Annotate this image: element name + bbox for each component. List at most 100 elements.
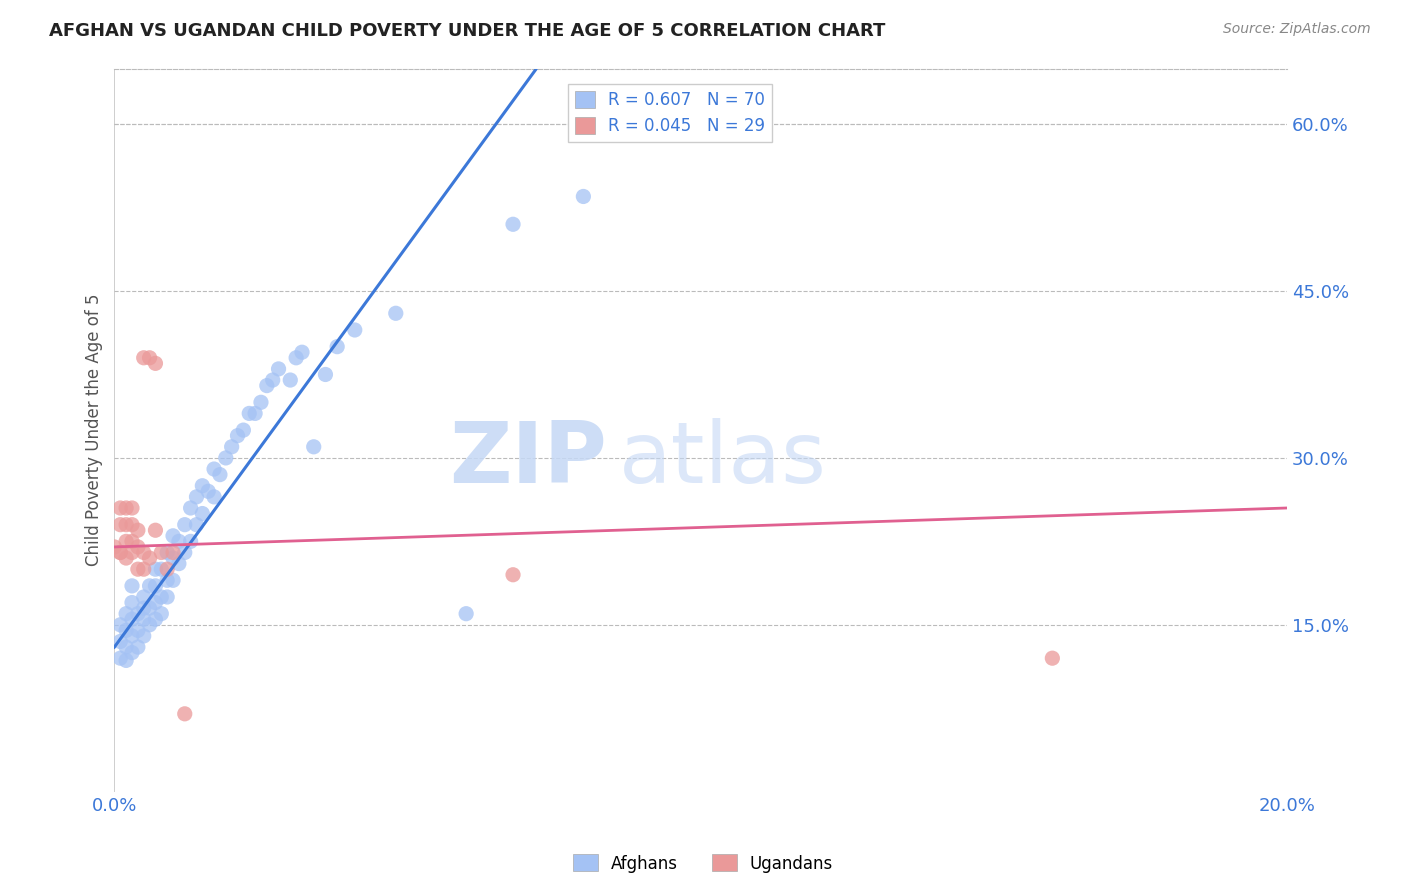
Point — [127, 624, 149, 638]
Point — [502, 217, 524, 231]
Point — [110, 545, 132, 559]
Point — [150, 607, 173, 621]
Point — [145, 523, 167, 537]
Point — [115, 534, 138, 549]
Point — [121, 545, 143, 559]
Point — [262, 373, 284, 387]
Point — [110, 617, 132, 632]
Point — [215, 450, 238, 465]
Point — [121, 646, 143, 660]
Point — [385, 306, 408, 320]
Y-axis label: Child Poverty Under the Age of 5: Child Poverty Under the Age of 5 — [86, 293, 103, 566]
Point — [138, 579, 160, 593]
Point — [138, 551, 160, 566]
Point — [456, 607, 478, 621]
Point — [238, 406, 260, 420]
Legend: Afghans, Ugandans: Afghans, Ugandans — [567, 847, 839, 880]
Point — [202, 462, 225, 476]
Point — [302, 440, 325, 454]
Point — [132, 545, 155, 559]
Point — [138, 351, 160, 365]
Point — [343, 323, 366, 337]
Point — [150, 562, 173, 576]
Point — [221, 440, 243, 454]
Point — [285, 351, 308, 365]
Point — [202, 490, 225, 504]
Point — [1040, 651, 1063, 665]
Point — [103, 540, 125, 554]
Point — [115, 653, 138, 667]
Text: atlas: atlas — [619, 417, 827, 500]
Point — [110, 545, 132, 559]
Point — [173, 706, 195, 721]
Point — [121, 579, 143, 593]
Legend: R = 0.607   N = 70, R = 0.045   N = 29: R = 0.607 N = 70, R = 0.045 N = 29 — [568, 84, 772, 142]
Point — [132, 590, 155, 604]
Point — [132, 351, 155, 365]
Point — [115, 517, 138, 532]
Point — [115, 640, 138, 654]
Point — [138, 601, 160, 615]
Point — [138, 617, 160, 632]
Point — [186, 517, 208, 532]
Point — [256, 378, 278, 392]
Point — [197, 484, 219, 499]
Point — [132, 601, 155, 615]
Point — [110, 651, 132, 665]
Point — [191, 507, 214, 521]
Text: AFGHAN VS UGANDAN CHILD POVERTY UNDER THE AGE OF 5 CORRELATION CHART: AFGHAN VS UGANDAN CHILD POVERTY UNDER TH… — [49, 22, 886, 40]
Point — [121, 517, 143, 532]
Point — [145, 596, 167, 610]
Point — [180, 500, 202, 515]
Point — [127, 523, 149, 537]
Point — [243, 406, 266, 420]
Point — [291, 345, 314, 359]
Point — [110, 517, 132, 532]
Point — [145, 612, 167, 626]
Point — [156, 562, 179, 576]
Point — [121, 534, 143, 549]
Point — [145, 562, 167, 576]
Point — [173, 517, 195, 532]
Point — [115, 607, 138, 621]
Point — [156, 545, 179, 559]
Point — [162, 545, 184, 559]
Point — [572, 189, 595, 203]
Point — [121, 596, 143, 610]
Point — [127, 607, 149, 621]
Point — [115, 624, 138, 638]
Point — [121, 612, 143, 626]
Point — [314, 368, 336, 382]
Point — [121, 500, 143, 515]
Point — [121, 629, 143, 643]
Point — [167, 534, 190, 549]
Point — [110, 634, 132, 648]
Point — [167, 557, 190, 571]
Point — [502, 567, 524, 582]
Point — [267, 362, 290, 376]
Point — [162, 574, 184, 588]
Point — [162, 551, 184, 566]
Point — [115, 551, 138, 566]
Point — [191, 479, 214, 493]
Point — [132, 612, 155, 626]
Point — [127, 540, 149, 554]
Point — [232, 423, 254, 437]
Point — [145, 356, 167, 370]
Point — [186, 490, 208, 504]
Point — [173, 545, 195, 559]
Point — [208, 467, 231, 482]
Point — [150, 545, 173, 559]
Point — [150, 590, 173, 604]
Point — [145, 579, 167, 593]
Text: Source: ZipAtlas.com: Source: ZipAtlas.com — [1223, 22, 1371, 37]
Point — [162, 529, 184, 543]
Point — [132, 562, 155, 576]
Point — [127, 562, 149, 576]
Point — [180, 534, 202, 549]
Point — [226, 428, 249, 442]
Point — [278, 373, 301, 387]
Point — [326, 340, 349, 354]
Text: ZIP: ZIP — [449, 417, 607, 500]
Point — [156, 590, 179, 604]
